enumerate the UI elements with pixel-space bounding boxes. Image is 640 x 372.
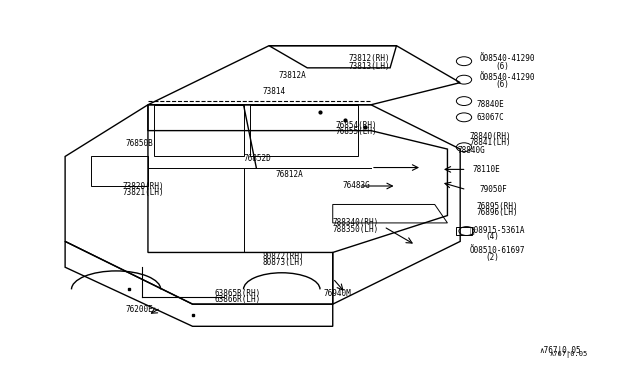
Text: Õ08540-41290: Õ08540-41290 xyxy=(479,73,535,81)
Text: (6): (6) xyxy=(495,80,509,89)
Text: 76852D: 76852D xyxy=(244,154,271,163)
Text: Ⓞ08915-5361A: Ⓞ08915-5361A xyxy=(470,226,525,235)
Text: 788350(LH): 788350(LH) xyxy=(333,225,379,234)
Text: 73814: 73814 xyxy=(262,87,286,96)
Text: 80873(LH): 80873(LH) xyxy=(262,258,304,267)
Text: 79050F: 79050F xyxy=(479,185,507,194)
Text: 76895(RH): 76895(RH) xyxy=(476,202,518,211)
Text: 78110E: 78110E xyxy=(473,165,500,174)
Text: 63067C: 63067C xyxy=(476,113,504,122)
Text: 76812A: 76812A xyxy=(275,170,303,179)
Text: 76200E: 76200E xyxy=(125,305,154,314)
Text: Õ08510-61697: Õ08510-61697 xyxy=(470,246,525,255)
Text: 76940M: 76940M xyxy=(323,289,351,298)
Text: 63866R(LH): 63866R(LH) xyxy=(215,295,261,304)
Text: 78841(LH): 78841(LH) xyxy=(470,138,511,147)
Text: 78840(RH): 78840(RH) xyxy=(470,132,511,141)
Text: (2): (2) xyxy=(486,253,500,262)
Text: 63865R(RH): 63865R(RH) xyxy=(215,289,261,298)
Text: (4): (4) xyxy=(486,232,500,241)
Text: 76483G: 76483G xyxy=(342,182,370,190)
Text: 73820(RH): 73820(RH) xyxy=(122,182,164,190)
Text: 788340(RH): 788340(RH) xyxy=(333,218,379,227)
Text: 80872(RH): 80872(RH) xyxy=(262,251,304,261)
Text: ∧767|0.05: ∧767|0.05 xyxy=(540,346,582,355)
Text: ∧767|0.05: ∧767|0.05 xyxy=(549,351,588,358)
Text: Õ08540-41290: Õ08540-41290 xyxy=(479,54,535,63)
Bar xyxy=(456,227,472,235)
Text: 78840E: 78840E xyxy=(476,100,504,109)
Text: (6): (6) xyxy=(495,61,509,71)
Text: 73812(RH): 73812(RH) xyxy=(349,54,390,63)
Text: 76850B: 76850B xyxy=(125,139,154,148)
Text: 76896(LH): 76896(LH) xyxy=(476,208,518,217)
Text: 78840G: 78840G xyxy=(457,147,484,155)
Text: 73812A: 73812A xyxy=(278,71,307,80)
Text: 76854(RH): 76854(RH) xyxy=(336,121,378,129)
Text: 73821(LH): 73821(LH) xyxy=(122,188,164,197)
Text: 73813(LH): 73813(LH) xyxy=(349,61,390,71)
Text: 76855(LH): 76855(LH) xyxy=(336,127,378,136)
